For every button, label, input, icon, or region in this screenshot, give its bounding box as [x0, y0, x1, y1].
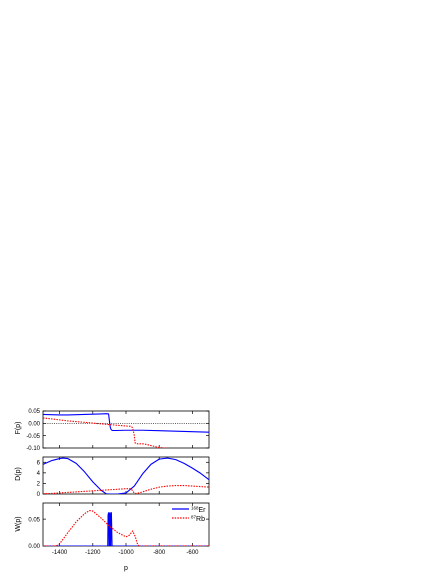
- series-w: [43, 509, 209, 546]
- series-f: [43, 413, 209, 448]
- panel-d: D(p) 6 4 2 0: [15, 456, 210, 498]
- axis-d: 6 4 2 0: [37, 456, 210, 498]
- x-tick-label: -1400: [52, 550, 68, 556]
- series-line-168Er: [43, 512, 209, 546]
- legend-text-rb: Rb: [196, 516, 205, 523]
- plot-frame: [42, 456, 210, 495]
- legend-label-er: 168Er: [191, 506, 206, 515]
- y-tick-label: 0.05: [28, 517, 40, 523]
- y-tick-label: 0.00: [28, 422, 40, 428]
- series-line-87Rb: [43, 509, 209, 546]
- y-tick-label: -0.10: [26, 446, 40, 452]
- ylabel-d: D(p): [15, 467, 22, 481]
- y-tick-label: 0.00: [28, 544, 40, 550]
- x-tick-label: -1200: [85, 550, 101, 556]
- ylabel-w: W(p): [15, 516, 22, 531]
- legend-sup-er: 168: [191, 506, 199, 511]
- legend-label-rb: 87Rb: [191, 515, 205, 524]
- series-line-87Rb: [43, 484, 209, 494]
- y-tick-label: 0: [37, 492, 41, 498]
- y-tick-label: 4: [37, 471, 41, 477]
- x-tick-label: -800: [153, 550, 166, 556]
- xlabel: p: [124, 565, 128, 572]
- legend-sup-rb: 87: [191, 515, 197, 520]
- series-d: [43, 457, 209, 494]
- y-tick-label: 6: [37, 460, 41, 466]
- x-tick-label: -600: [186, 550, 199, 556]
- legend-text-er: Er: [199, 507, 207, 514]
- series-line-87Rb: [43, 417, 168, 448]
- plot-frame: [42, 410, 210, 449]
- y-tick-label: 0.05: [28, 409, 40, 415]
- y-tick-label: -0.05: [26, 434, 40, 440]
- legend: 168Er 87Rb: [172, 506, 206, 524]
- axis-f: 0.05 0.00 -0.05 -0.10: [26, 409, 210, 452]
- panel-w: W(p) 0.05 0.00 -1400 -1200 -1000 -800 -600 p 1…: [15, 502, 210, 572]
- series-line-168Er: [43, 413, 209, 433]
- axis-w: 0.05 0.00 -1400 -1200 -1000 -800 -600: [28, 502, 210, 556]
- x-tick-label: -1000: [118, 550, 134, 556]
- y-tick-label: 2: [37, 482, 41, 488]
- panel-f: F(p) 0.05 0.00 -0.05 -0.10: [15, 409, 210, 452]
- series-line-168Er: [43, 457, 209, 494]
- ylabel-f: F(p): [15, 422, 22, 435]
